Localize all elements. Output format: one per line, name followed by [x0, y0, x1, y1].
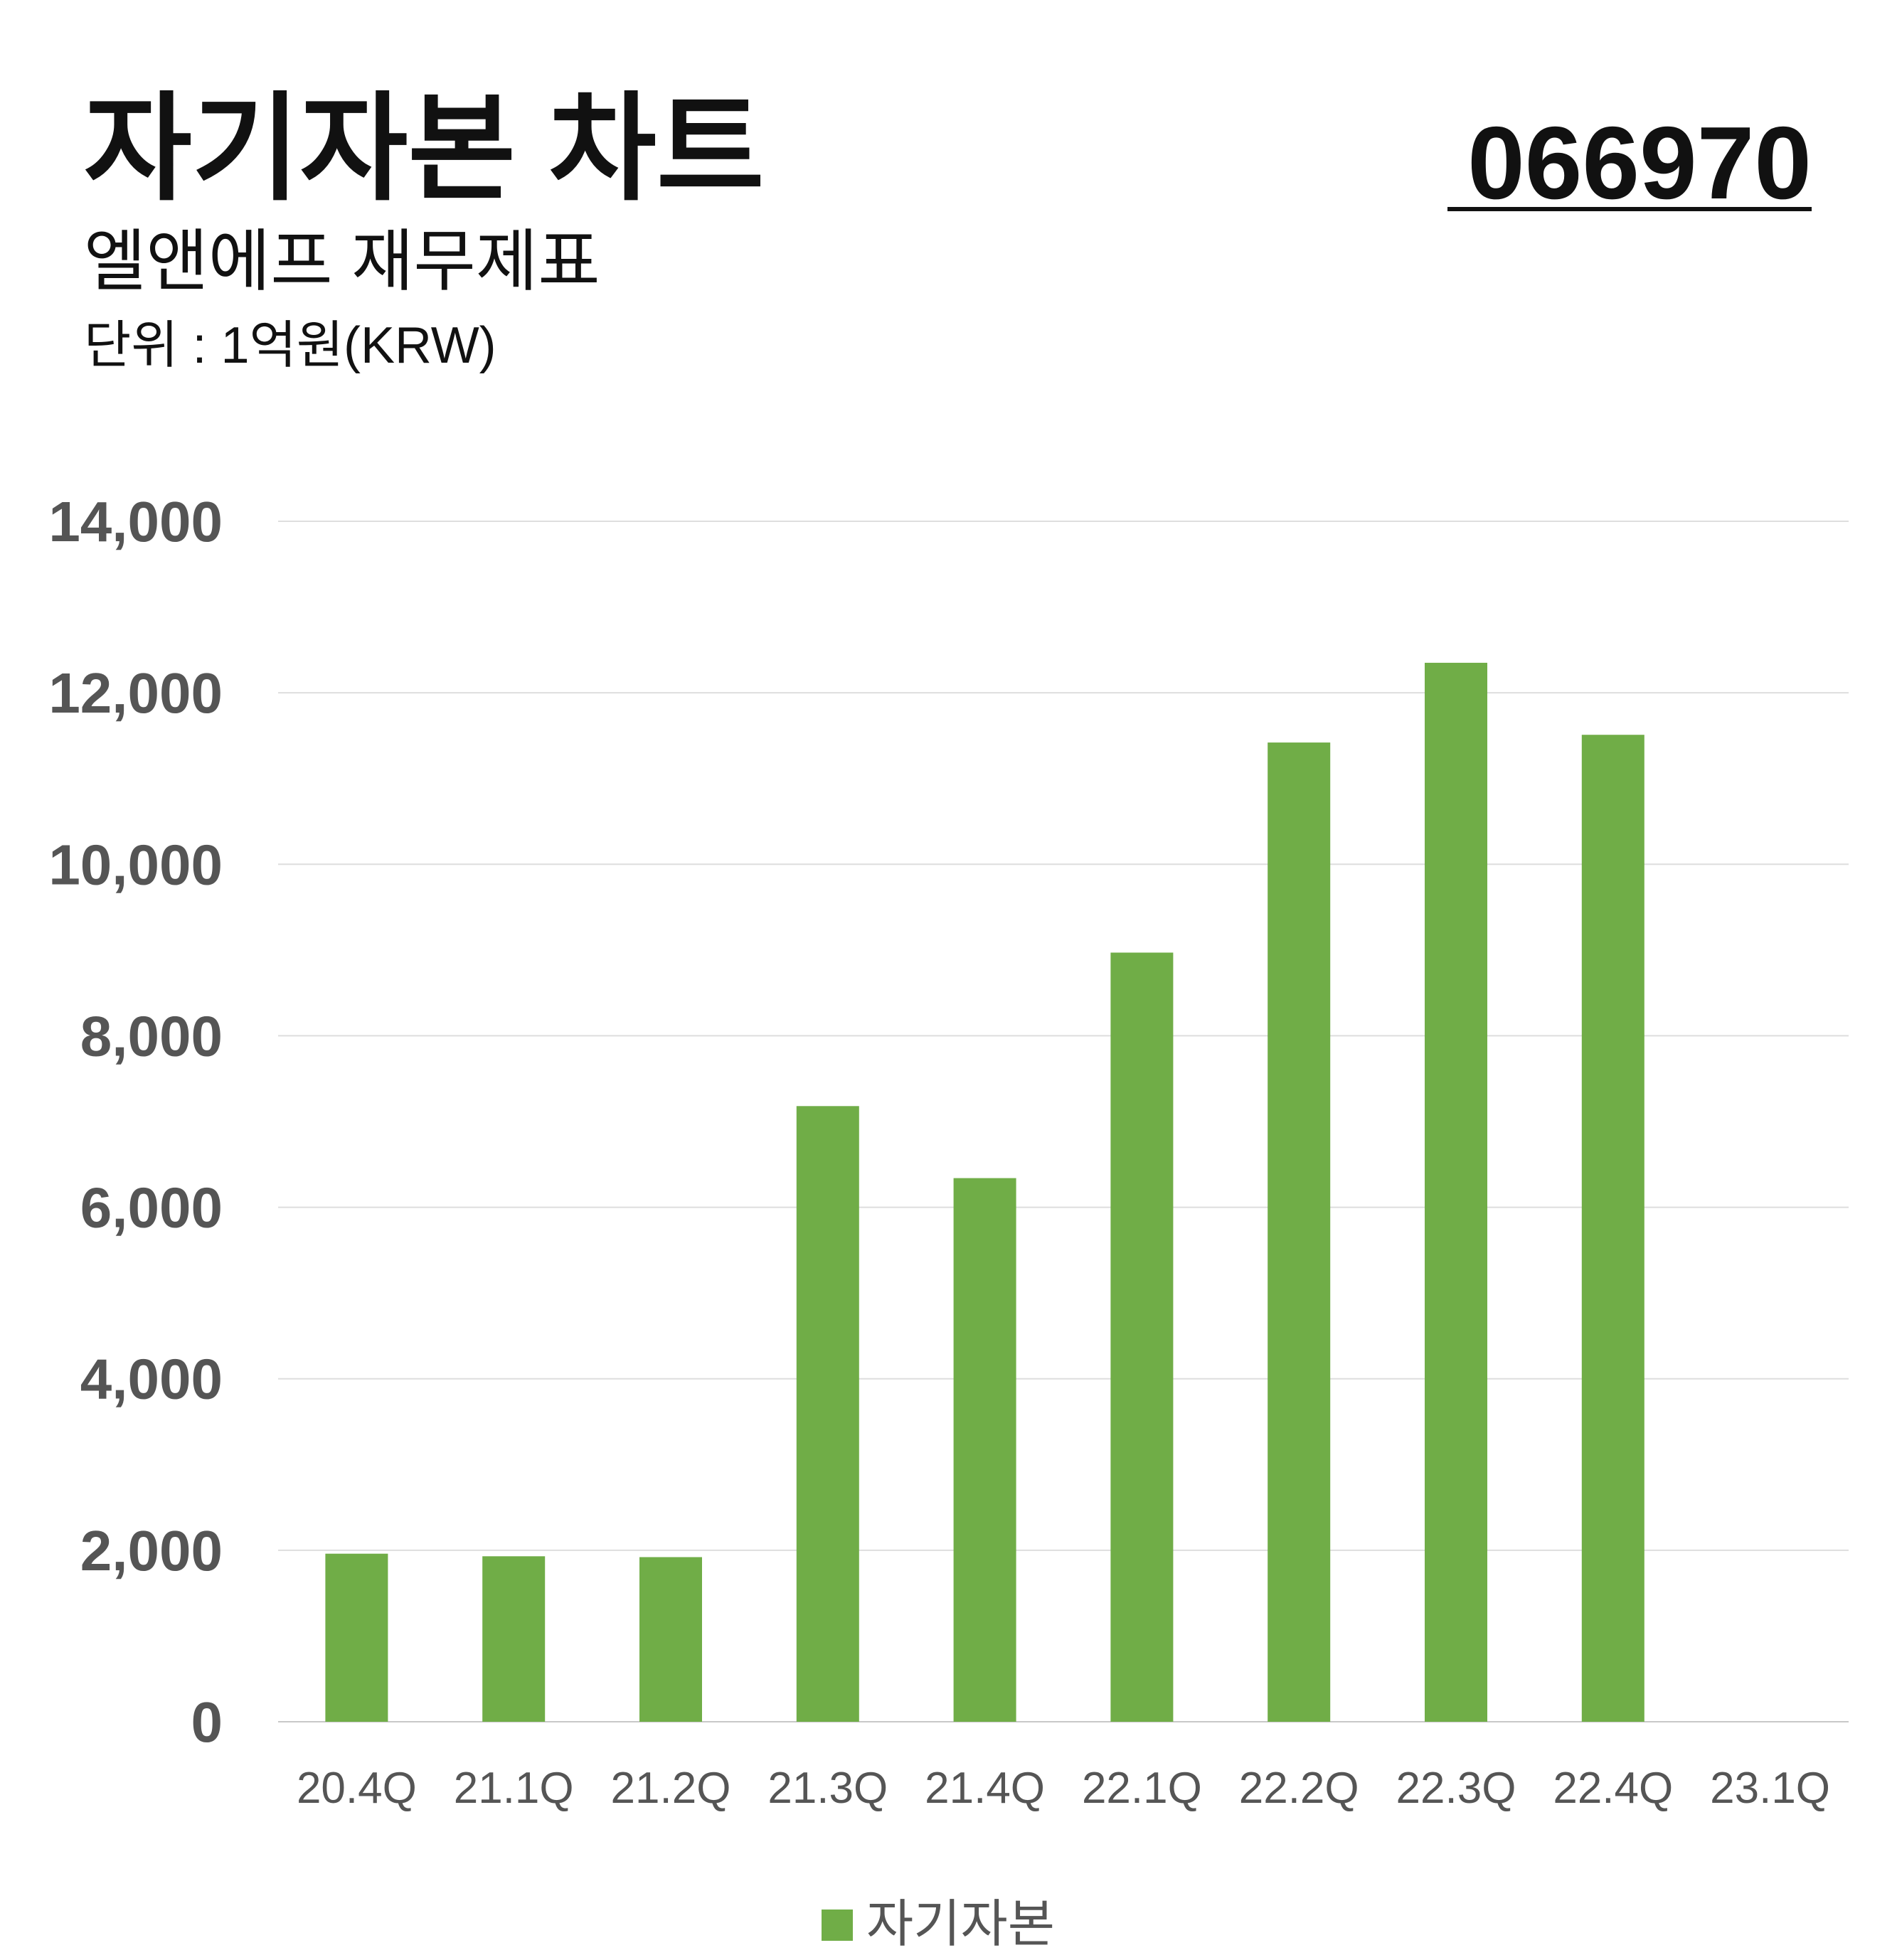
- y-tick-label: 10,000: [48, 833, 223, 896]
- bar: [1110, 952, 1174, 1722]
- y-tick-label: 4,000: [80, 1348, 223, 1411]
- x-tick-label: 21.2Q: [611, 1764, 731, 1813]
- bar: [639, 1557, 702, 1722]
- bar: [325, 1553, 388, 1722]
- bar: [1425, 662, 1487, 1722]
- chart-title: 자기자본 차트: [84, 83, 765, 214]
- x-tick-label: 21.4Q: [925, 1764, 1045, 1813]
- x-tick-label: 22.3Q: [1396, 1764, 1516, 1813]
- y-tick-label: 0: [191, 1690, 223, 1754]
- chart-subtitle: 엘앤에프 재무제표: [84, 224, 600, 299]
- stock-code: 066970: [1467, 105, 1812, 220]
- x-tick-label: 22.1Q: [1082, 1764, 1202, 1813]
- y-tick-label: 6,000: [80, 1176, 223, 1240]
- bar: [1581, 735, 1644, 1722]
- bar: [796, 1106, 859, 1722]
- x-tick-label: 21.1Q: [454, 1764, 574, 1813]
- x-tick-label: 23.1Q: [1710, 1764, 1830, 1813]
- x-tick-label: 21.3Q: [767, 1764, 888, 1813]
- x-tick-label: 20.4Q: [297, 1764, 417, 1813]
- x-tick-label: 22.4Q: [1553, 1764, 1673, 1813]
- y-tick-label: 8,000: [80, 1004, 223, 1067]
- x-tick-label: 22.2Q: [1239, 1764, 1359, 1813]
- legend-label: 자기자본: [866, 1896, 1055, 1953]
- y-tick-label: 2,000: [80, 1519, 223, 1582]
- y-tick-label: 14,000: [48, 490, 223, 553]
- bar: [1268, 742, 1331, 1722]
- y-tick-label: 12,000: [48, 661, 223, 725]
- bar: [953, 1178, 1016, 1722]
- legend-swatch: [822, 1910, 853, 1941]
- unit-note: 단위 : 1억원(KRW): [84, 317, 496, 374]
- bar: [482, 1556, 546, 1722]
